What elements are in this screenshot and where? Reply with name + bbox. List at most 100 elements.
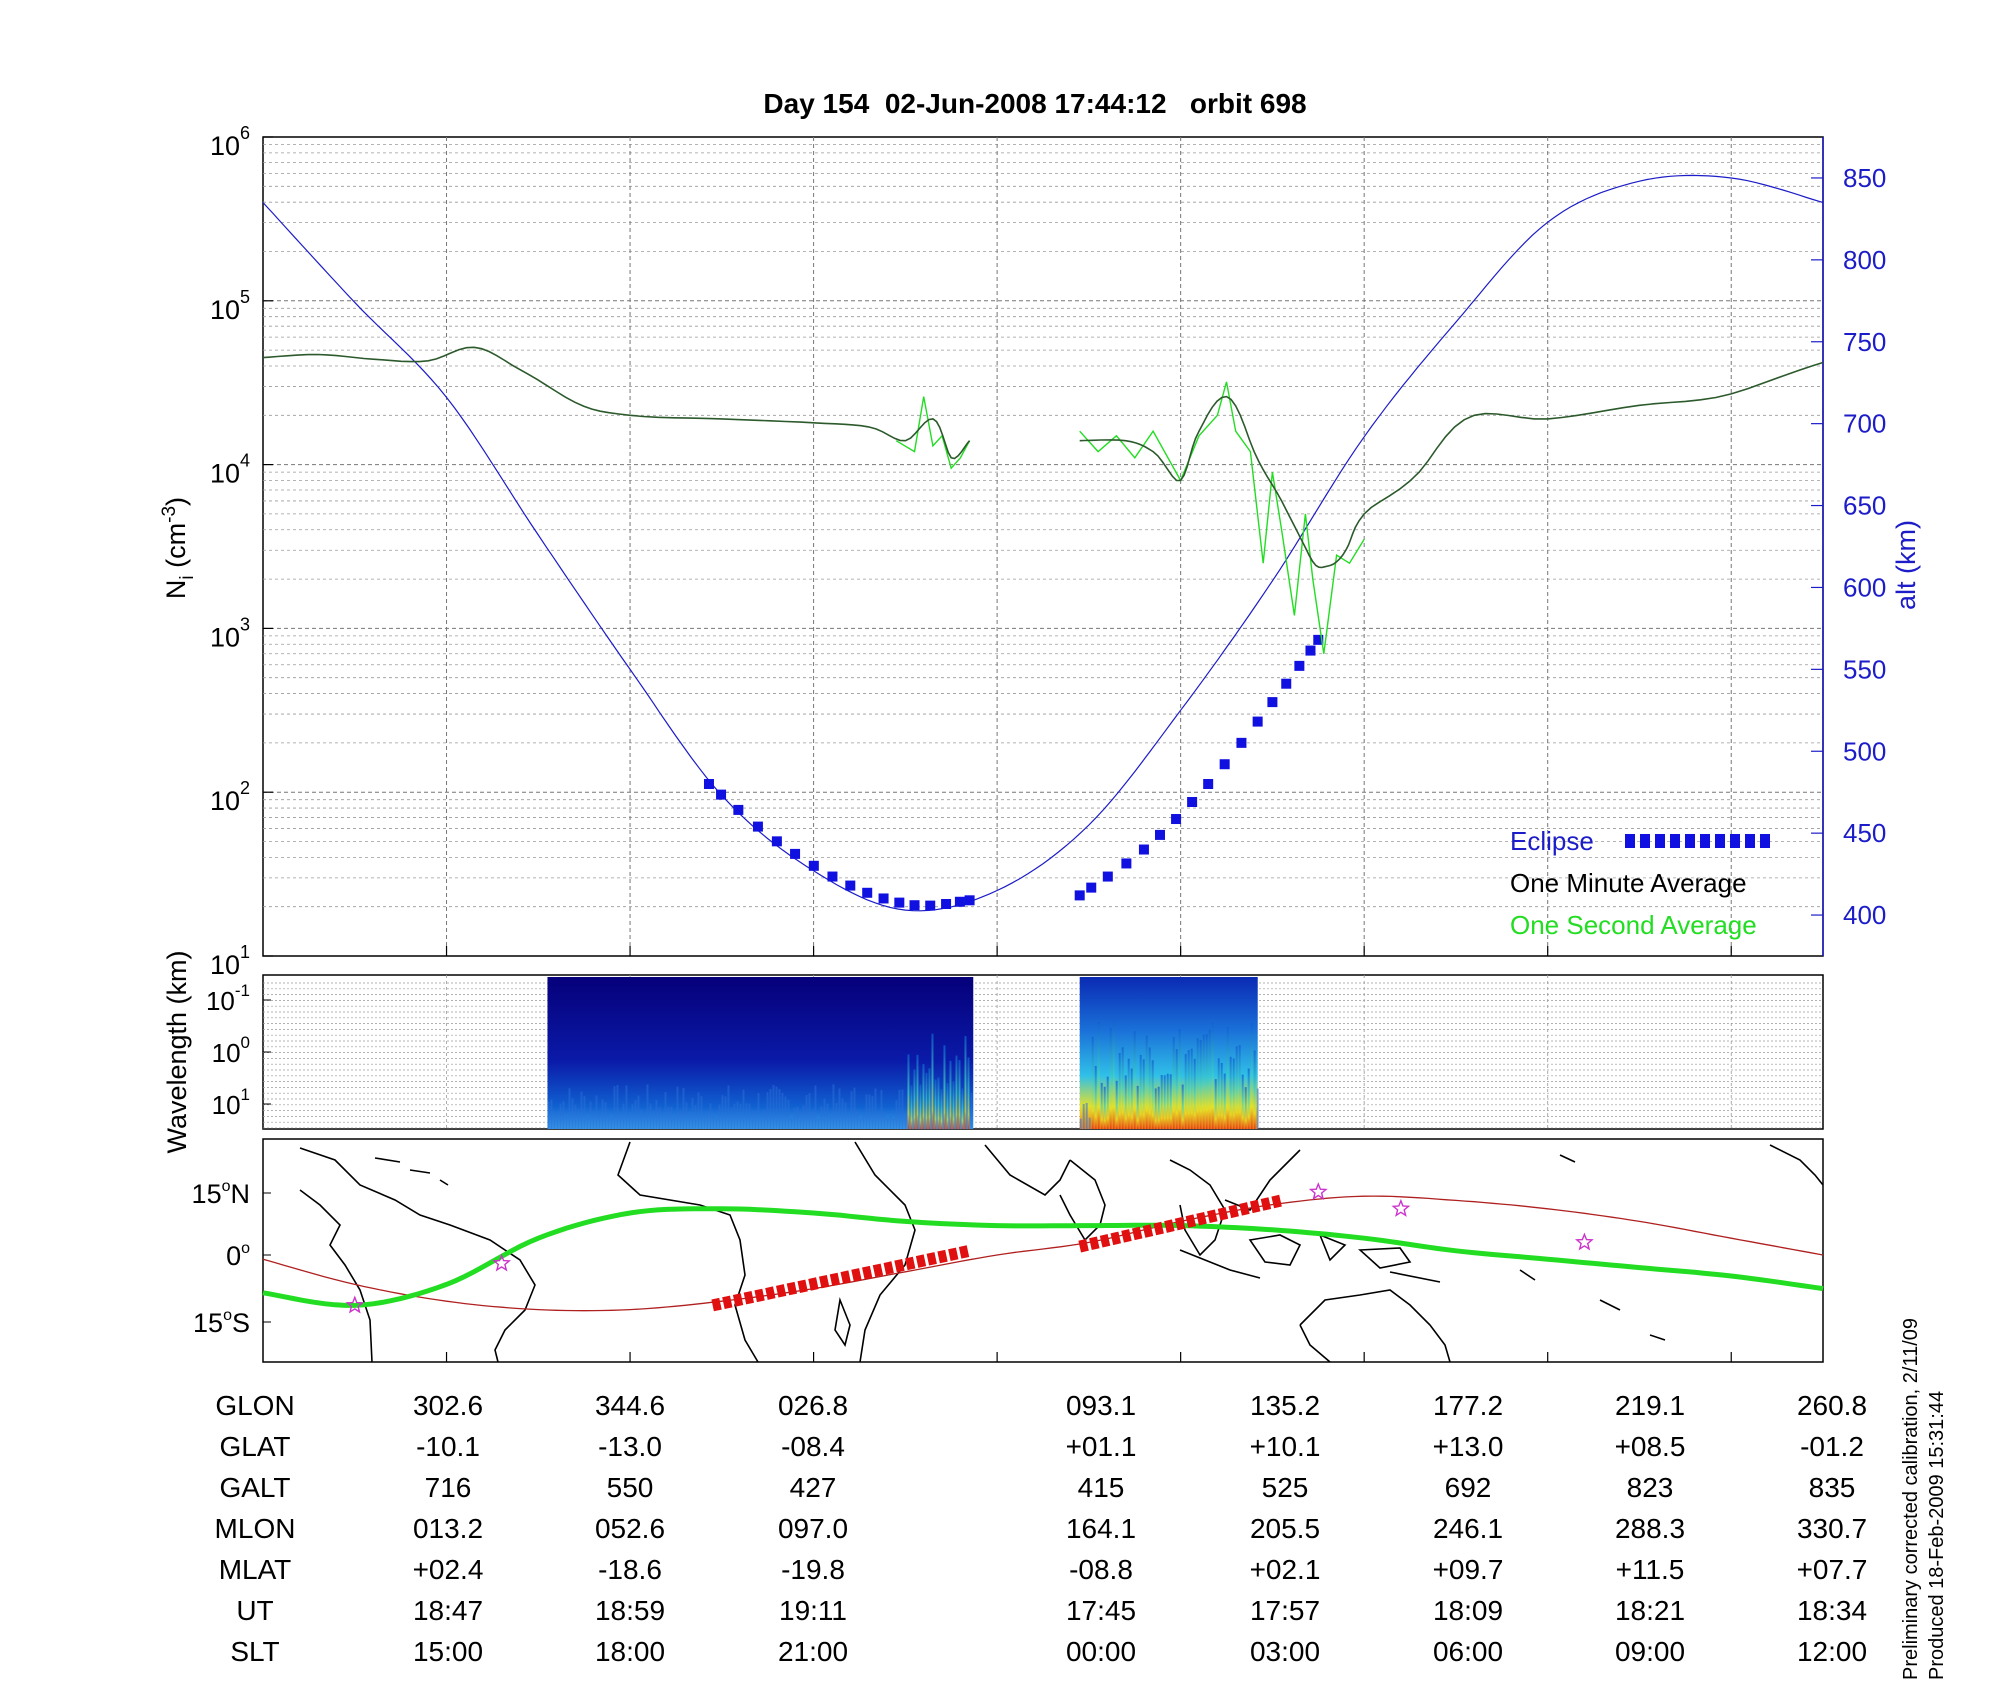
- spectrogram-stripe: [805, 1094, 808, 1129]
- one-minute-line: [1079, 361, 1824, 569]
- spectrogram-stripe: [574, 1104, 577, 1129]
- table-row-label: SLT: [230, 1636, 280, 1667]
- spec-tick-exponent: 1: [241, 1085, 250, 1104]
- spectrogram-stripe: [580, 1091, 583, 1129]
- spectrogram-stripe: [757, 1092, 760, 1129]
- eclipse-mark: [703, 779, 714, 790]
- right-tick-label: 850: [1843, 163, 1886, 193]
- spectrogram-stripe: [748, 1103, 751, 1129]
- table-cell: 260.8: [1796, 1390, 1868, 1421]
- spectrogram-stripe: [886, 1117, 889, 1129]
- spectrogram-stripe: [1094, 1065, 1097, 1129]
- table-cell: 18:34: [1796, 1595, 1868, 1626]
- coast-australia: [1299, 1289, 1451, 1363]
- eclipse-mark: [925, 900, 936, 911]
- spec-tick-label: 10-1: [206, 981, 250, 1016]
- spectrogram-stripe: [871, 1095, 874, 1129]
- spectrogram-stripe: [664, 1091, 667, 1129]
- table-cell: -13.0: [598, 1431, 662, 1462]
- table-cell: 093.1: [1065, 1390, 1137, 1421]
- spectrogram-stripe: [712, 1115, 715, 1129]
- table-row-label: GALT: [219, 1472, 291, 1503]
- spectrogram-stripe: [865, 1094, 868, 1129]
- spectrogram-stripe: [1184, 1053, 1187, 1129]
- chart-title: Day 154 02-Jun-2008 17:44:12 orbit 698: [763, 88, 1306, 119]
- spectrogram-stripe: [790, 1118, 793, 1129]
- spec-tick-exponent: -1: [235, 981, 250, 1000]
- spectrogram-stripe: [769, 1088, 772, 1129]
- spectrogram-stripe: [1133, 1031, 1136, 1129]
- spectrogram-stripe: [1154, 1088, 1157, 1129]
- eclipse-mark: [954, 896, 965, 907]
- density-y-label: Ni (cm-3): [159, 497, 198, 599]
- table-cell: +07.7: [1796, 1554, 1868, 1585]
- eclipse-mark: [1252, 716, 1263, 727]
- spectrogram-stripe: [577, 1109, 580, 1129]
- wavelength-axis-label: Wavelength (km): [162, 950, 192, 1153]
- table-cell: +09.7: [1432, 1554, 1504, 1585]
- spectrogram-stripe: [697, 1092, 700, 1129]
- eclipse-mark: [1187, 797, 1198, 808]
- spectrogram-stripe: [547, 1101, 550, 1129]
- spectrogram-stripe: [694, 1104, 697, 1129]
- right-tick-label: 800: [1843, 245, 1886, 275]
- orbit-track-series: [262, 1195, 1824, 1312]
- table-cell: 15:00: [412, 1636, 484, 1667]
- spectrogram-stripe: [868, 1094, 871, 1129]
- spectrogram-blocks: [547, 977, 1259, 1129]
- spectrogram-stripe: [688, 1110, 691, 1129]
- spectrogram-stripe: [1181, 1084, 1184, 1129]
- lat-tick-label: 0o: [226, 1240, 250, 1271]
- spec-tick-label: 100: [212, 1033, 250, 1068]
- spectrogram-stripe: [1088, 1117, 1091, 1129]
- spectrogram-stripe: [1187, 1050, 1190, 1129]
- spectrogram-stripe: [910, 1085, 913, 1129]
- spectrogram-stripe: [730, 1107, 733, 1129]
- spectrogram-stripe: [556, 1110, 559, 1129]
- table-cell: -19.8: [781, 1554, 845, 1585]
- table-cell: 177.2: [1432, 1390, 1504, 1421]
- spectrogram-stripe: [1136, 1085, 1139, 1129]
- spectrogram-stripe: [1232, 1058, 1235, 1129]
- right-tick-label: 600: [1843, 572, 1886, 602]
- spectrogram-stripe: [616, 1085, 619, 1129]
- table-cell: 823: [1626, 1472, 1674, 1503]
- spectrogram-stripe: [778, 1088, 781, 1129]
- spectrogram-stripe: [1082, 1104, 1085, 1129]
- alt-axis-label: alt (km): [1891, 520, 1921, 610]
- table-cell: -08.8: [1069, 1554, 1133, 1585]
- table-cell: -08.4: [781, 1431, 845, 1462]
- spectrogram-stripe: [862, 1113, 865, 1129]
- spec-tick-exponent: 0: [241, 1033, 250, 1052]
- table-row-label: MLAT: [218, 1554, 292, 1585]
- table-cell: 21:00: [777, 1636, 849, 1667]
- spectrogram-stripe: [847, 1114, 850, 1129]
- table-cell: 344.6: [594, 1390, 666, 1421]
- left-tick-exponent: 4: [240, 451, 250, 471]
- spectrogram-stripe: [1202, 1034, 1205, 1129]
- spectrogram-stripe: [1112, 1020, 1115, 1129]
- spectrogram-stripe: [1121, 1047, 1124, 1129]
- eclipse-mark: [964, 895, 975, 906]
- spectrogram-stripe: [898, 1089, 901, 1129]
- spectrogram-stripe: [553, 1114, 556, 1129]
- spectrogram-stripe: [934, 1079, 937, 1129]
- spectrogram-stripe: [841, 1098, 844, 1129]
- spectrogram-stripe: [1211, 1022, 1214, 1129]
- spectrogram-stripe: [937, 1077, 940, 1129]
- spectrogram-stripe: [913, 1069, 916, 1129]
- table-cell: 135.2: [1249, 1390, 1321, 1421]
- table-cell: 09:00: [1614, 1636, 1686, 1667]
- spectrogram-stripe: [613, 1086, 616, 1129]
- left-tick-exponent: 5: [240, 287, 250, 307]
- star-marker: [345, 1295, 365, 1314]
- spectrogram-stripe: [745, 1103, 748, 1129]
- spectrogram-stripe: [1079, 1118, 1082, 1129]
- footer-calibration: Preliminary corrected calibration, 2/11/…: [1900, 1317, 1922, 1680]
- spectrogram-stripe: [724, 1096, 727, 1129]
- spectrogram-stripe: [799, 1111, 802, 1129]
- spectrogram-stripe: [559, 1103, 562, 1129]
- table-cell: 302.6: [412, 1390, 484, 1421]
- legend: Eclipse One Minute Average One Second Av…: [1510, 826, 1775, 940]
- spectrogram-stripe: [964, 1036, 967, 1129]
